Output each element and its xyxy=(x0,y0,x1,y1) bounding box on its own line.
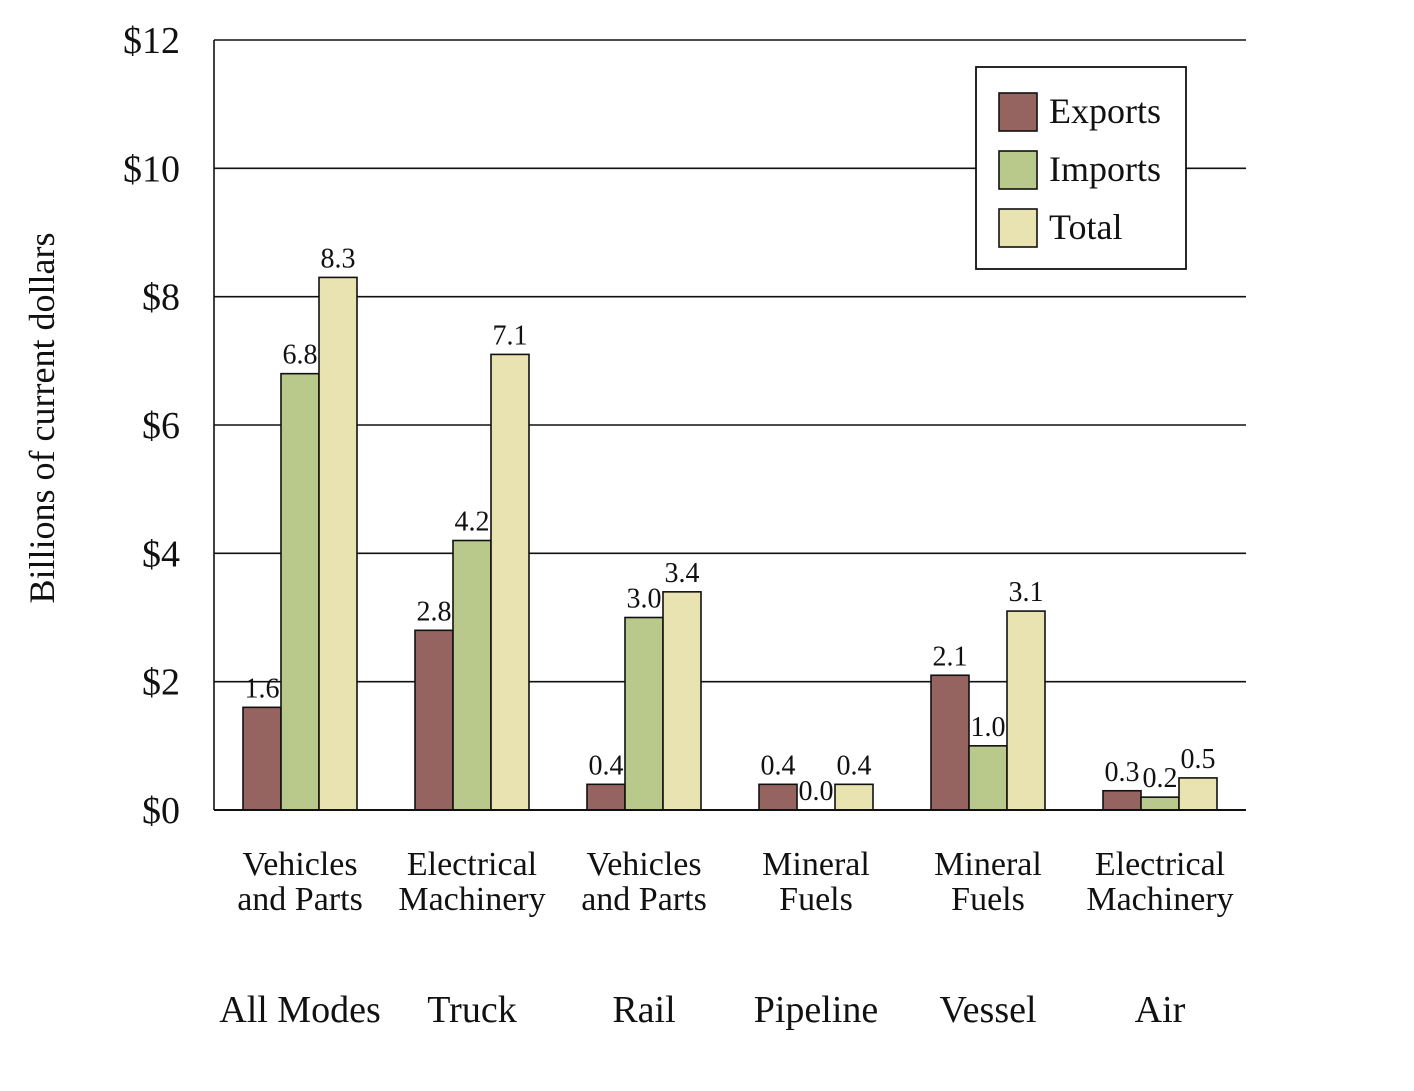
legend-label: Total xyxy=(1049,207,1122,247)
bar-total xyxy=(662,591,702,811)
bar-exports xyxy=(242,706,282,811)
category-label: Electrical xyxy=(407,846,537,883)
y-axis-label: Billions of current dollars xyxy=(22,233,62,604)
data-label: 0.3 xyxy=(1105,757,1140,788)
bar-exports xyxy=(1102,789,1142,811)
bar-imports xyxy=(280,372,320,811)
data-label: 3.0 xyxy=(627,584,662,615)
category-label: Machinery xyxy=(1086,881,1233,918)
bar-exports xyxy=(414,629,454,811)
y-axis-ticks: $0 $2 $4 $6 $8 $10 $12 xyxy=(123,20,180,832)
data-label: 0.4 xyxy=(837,750,872,781)
gridlines xyxy=(213,39,1246,811)
data-label: 0.0 xyxy=(799,776,834,807)
mode-label: Air xyxy=(1135,989,1186,1031)
legend: Exports Imports Total xyxy=(975,66,1187,270)
category-label: Machinery xyxy=(398,881,545,918)
mode-labels: All Modes Truck Rail Pipeline Vessel Air xyxy=(219,989,1185,1031)
mode-label: All Modes xyxy=(219,989,381,1031)
bar-imports xyxy=(624,616,664,811)
bar-exports xyxy=(758,783,798,811)
bar-imports xyxy=(968,745,1008,811)
data-label: 0.4 xyxy=(761,750,796,781)
bars xyxy=(214,276,1246,811)
category-label: Fuels xyxy=(951,881,1025,918)
legend-swatch-imports xyxy=(998,150,1038,190)
mode-label: Truck xyxy=(427,989,516,1031)
y-tick-label: $10 xyxy=(123,148,180,190)
bar-total xyxy=(490,353,530,811)
bar-total xyxy=(834,783,874,811)
y-tick-label: $4 xyxy=(142,533,180,575)
data-label: 0.5 xyxy=(1181,744,1216,775)
bar-imports xyxy=(1140,796,1180,811)
data-label: 1.0 xyxy=(971,712,1006,743)
y-tick-label: $0 xyxy=(142,790,180,832)
y-tick-label: $8 xyxy=(142,277,180,319)
mode-label: Vessel xyxy=(939,989,1036,1031)
data-label: 7.1 xyxy=(493,320,528,351)
data-label: 4.2 xyxy=(455,507,490,538)
bar-total xyxy=(318,276,358,811)
y-tick-label: $2 xyxy=(142,662,180,704)
category-label: Fuels xyxy=(779,881,853,918)
category-label: Mineral xyxy=(762,846,870,883)
data-labels: 1.66.88.32.84.27.10.43.03.40.40.00.42.11… xyxy=(245,243,1216,807)
legend-swatch-total xyxy=(998,208,1038,248)
category-label: and Parts xyxy=(237,881,363,918)
data-label: 0.4 xyxy=(589,750,624,781)
category-label: Vehicles xyxy=(586,846,701,883)
bar-exports xyxy=(930,674,970,811)
legend-swatch-exports xyxy=(998,92,1038,132)
bar-imports xyxy=(452,539,492,811)
data-label: 2.8 xyxy=(417,596,452,627)
data-label: 1.6 xyxy=(245,673,280,704)
mode-label: Rail xyxy=(612,989,675,1031)
category-label: and Parts xyxy=(581,881,707,918)
bar-exports xyxy=(586,783,626,811)
category-label: Electrical xyxy=(1095,846,1225,883)
data-label: 2.1 xyxy=(933,641,968,672)
y-tick-label: $12 xyxy=(123,20,180,62)
mode-label: Pipeline xyxy=(754,989,879,1031)
category-label: Mineral xyxy=(934,846,1042,883)
data-label: 6.8 xyxy=(283,340,318,371)
y-tick-label: $6 xyxy=(142,405,180,447)
data-label: 8.3 xyxy=(321,243,356,274)
bar-total xyxy=(1178,777,1218,811)
category-label: Vehicles xyxy=(242,846,357,883)
legend-label: Exports xyxy=(1049,91,1161,131)
bar-total xyxy=(1006,610,1046,811)
data-label: 3.4 xyxy=(665,558,700,589)
data-label: 3.1 xyxy=(1009,577,1044,608)
data-label: 0.2 xyxy=(1143,763,1178,794)
legend-label: Imports xyxy=(1049,149,1161,189)
